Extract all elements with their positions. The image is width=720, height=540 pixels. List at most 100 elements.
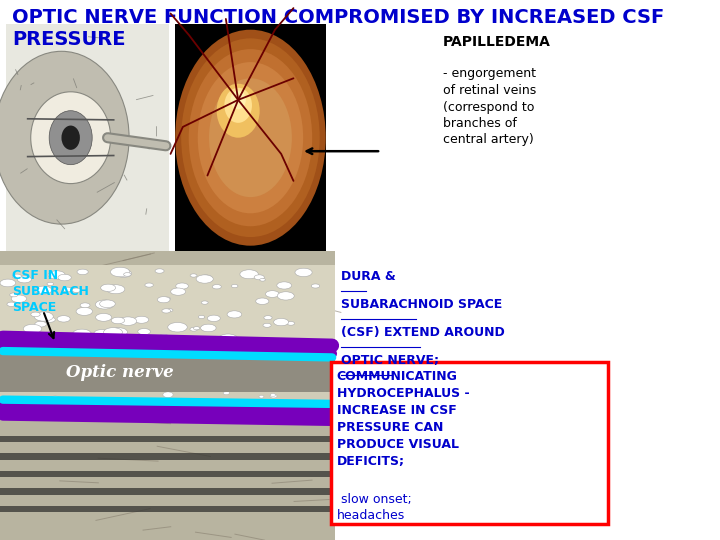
Ellipse shape	[227, 376, 233, 380]
Ellipse shape	[10, 293, 18, 297]
Ellipse shape	[34, 376, 38, 379]
Ellipse shape	[197, 379, 202, 381]
Text: PAPILLEDEMA: PAPILLEDEMA	[443, 35, 550, 49]
Bar	[330, 362, 608, 524]
Ellipse shape	[186, 362, 194, 367]
Ellipse shape	[175, 30, 325, 246]
Ellipse shape	[110, 267, 130, 276]
Ellipse shape	[73, 333, 83, 337]
Ellipse shape	[252, 366, 259, 369]
Ellipse shape	[181, 403, 189, 408]
Ellipse shape	[217, 84, 260, 138]
Ellipse shape	[9, 361, 19, 367]
Ellipse shape	[94, 381, 98, 383]
Text: DURA &: DURA &	[341, 270, 396, 283]
Ellipse shape	[163, 392, 173, 397]
Bar	[0, 359, 335, 413]
Ellipse shape	[210, 338, 218, 342]
Ellipse shape	[40, 407, 45, 409]
Ellipse shape	[63, 335, 73, 340]
Ellipse shape	[233, 370, 240, 373]
Ellipse shape	[120, 317, 137, 326]
Ellipse shape	[12, 274, 22, 279]
Ellipse shape	[270, 394, 277, 398]
Bar	[0, 471, 335, 477]
Ellipse shape	[251, 376, 261, 381]
Ellipse shape	[89, 388, 94, 390]
Ellipse shape	[45, 317, 55, 322]
Text: OPTIC NERVE FUNCTION COMPROMISED BY INCREASED CSF
PRESSURE: OPTIC NERVE FUNCTION COMPROMISED BY INCR…	[12, 8, 665, 49]
Bar	[6, 24, 169, 251]
Ellipse shape	[104, 368, 108, 370]
Ellipse shape	[190, 274, 197, 277]
Ellipse shape	[189, 49, 312, 226]
Ellipse shape	[12, 295, 27, 302]
Ellipse shape	[223, 391, 230, 395]
Ellipse shape	[145, 283, 153, 287]
Ellipse shape	[115, 269, 132, 278]
FancyArrowPatch shape	[3, 416, 332, 421]
Bar	[0, 251, 335, 540]
Ellipse shape	[33, 384, 40, 389]
Ellipse shape	[96, 313, 112, 321]
Ellipse shape	[274, 319, 289, 326]
Ellipse shape	[168, 322, 187, 332]
Ellipse shape	[89, 334, 102, 341]
Ellipse shape	[190, 327, 198, 331]
Ellipse shape	[0, 279, 16, 287]
Ellipse shape	[72, 288, 81, 292]
Ellipse shape	[209, 78, 292, 197]
Ellipse shape	[32, 334, 48, 342]
Ellipse shape	[266, 291, 279, 298]
Text: SUBARACHNOID SPACE: SUBARACHNOID SPACE	[341, 298, 503, 311]
Ellipse shape	[58, 274, 71, 281]
Ellipse shape	[289, 383, 297, 388]
Ellipse shape	[264, 316, 272, 320]
Ellipse shape	[256, 298, 269, 305]
Ellipse shape	[13, 386, 22, 390]
Ellipse shape	[167, 309, 173, 312]
Ellipse shape	[159, 334, 168, 339]
Ellipse shape	[202, 301, 208, 304]
Ellipse shape	[194, 327, 200, 330]
Bar	[0, 436, 335, 442]
Ellipse shape	[73, 329, 91, 338]
Ellipse shape	[7, 302, 16, 306]
Ellipse shape	[219, 377, 230, 383]
Ellipse shape	[57, 371, 67, 377]
Ellipse shape	[259, 395, 264, 398]
Ellipse shape	[301, 372, 310, 377]
Ellipse shape	[57, 387, 64, 392]
Ellipse shape	[101, 284, 116, 292]
Ellipse shape	[61, 126, 80, 150]
Ellipse shape	[31, 92, 111, 184]
Ellipse shape	[138, 328, 150, 335]
Ellipse shape	[305, 365, 310, 368]
Ellipse shape	[77, 269, 89, 275]
Text: COMMUNICATING
HYDROCEPHALUS -
INCREASE IN CSF
PRESSURE CAN
PRODUCE VISUAL
DEFICI: COMMUNICATING HYDROCEPHALUS - INCREASE I…	[337, 370, 469, 468]
Ellipse shape	[270, 394, 276, 396]
Ellipse shape	[276, 282, 292, 289]
Text: CSF IN
SUBARACH
SPACE: CSF IN SUBARACH SPACE	[12, 269, 89, 314]
Ellipse shape	[212, 285, 221, 289]
Ellipse shape	[225, 87, 252, 123]
Ellipse shape	[174, 363, 181, 367]
Ellipse shape	[283, 293, 294, 298]
Ellipse shape	[158, 296, 170, 303]
Ellipse shape	[254, 368, 265, 374]
Ellipse shape	[23, 325, 42, 333]
Ellipse shape	[120, 403, 128, 408]
Ellipse shape	[155, 269, 164, 273]
Ellipse shape	[200, 275, 212, 281]
Ellipse shape	[287, 321, 294, 325]
Ellipse shape	[120, 378, 127, 382]
FancyArrowPatch shape	[3, 346, 332, 354]
Ellipse shape	[26, 378, 30, 380]
Ellipse shape	[135, 360, 146, 367]
FancyArrowPatch shape	[3, 351, 332, 357]
Ellipse shape	[164, 297, 171, 300]
Ellipse shape	[47, 282, 53, 286]
Ellipse shape	[94, 329, 109, 337]
Ellipse shape	[116, 373, 120, 375]
Ellipse shape	[198, 62, 303, 213]
